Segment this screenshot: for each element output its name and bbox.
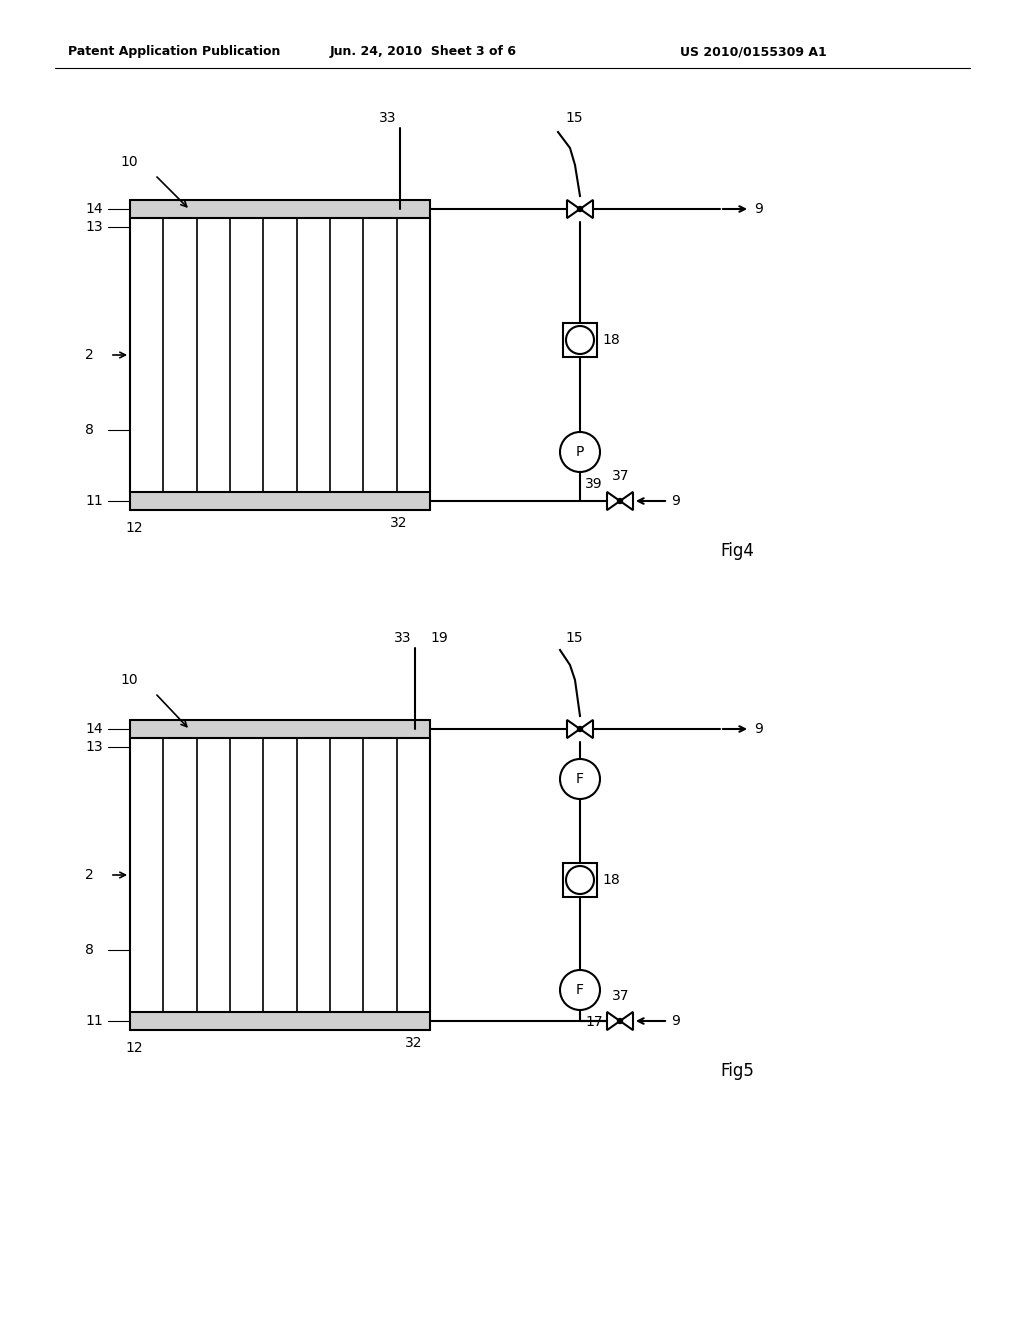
Text: 37: 37 <box>612 989 630 1003</box>
Text: 39: 39 <box>585 477 603 491</box>
Text: 33: 33 <box>379 111 396 125</box>
Text: Fig5: Fig5 <box>720 1063 754 1080</box>
Text: 19: 19 <box>430 631 447 645</box>
Text: 32: 32 <box>406 1036 423 1049</box>
Text: 18: 18 <box>602 873 620 887</box>
Bar <box>130 492 430 510</box>
Text: 9: 9 <box>671 1014 680 1028</box>
Circle shape <box>617 499 623 503</box>
Text: Patent Application Publication: Patent Application Publication <box>68 45 281 58</box>
Circle shape <box>578 206 583 211</box>
Text: 17: 17 <box>585 1015 603 1030</box>
Text: 8: 8 <box>85 422 94 437</box>
Polygon shape <box>580 199 593 218</box>
Text: 15: 15 <box>565 631 583 645</box>
Bar <box>563 323 597 356</box>
Text: 8: 8 <box>85 942 94 957</box>
Text: 9: 9 <box>754 202 763 216</box>
Polygon shape <box>620 492 633 510</box>
Text: 10: 10 <box>120 673 137 686</box>
Polygon shape <box>607 492 620 510</box>
Text: Fig4: Fig4 <box>720 543 754 560</box>
Bar <box>563 863 597 898</box>
Text: Jun. 24, 2010  Sheet 3 of 6: Jun. 24, 2010 Sheet 3 of 6 <box>330 45 517 58</box>
Text: 15: 15 <box>565 111 583 125</box>
Polygon shape <box>620 1012 633 1030</box>
Polygon shape <box>567 199 580 218</box>
Text: F: F <box>575 983 584 997</box>
Text: 9: 9 <box>754 722 763 737</box>
Text: 11: 11 <box>85 1014 102 1028</box>
Text: 14: 14 <box>85 202 102 216</box>
Polygon shape <box>580 719 593 738</box>
Text: 2: 2 <box>85 348 94 362</box>
Text: 11: 11 <box>85 494 102 508</box>
Bar <box>130 201 430 218</box>
Polygon shape <box>607 1012 620 1030</box>
Text: 37: 37 <box>612 469 630 483</box>
Text: 32: 32 <box>390 516 408 531</box>
Bar <box>130 1012 430 1030</box>
Text: 12: 12 <box>125 1041 142 1055</box>
Text: 10: 10 <box>120 154 137 169</box>
Text: 12: 12 <box>125 521 142 535</box>
Bar <box>130 719 430 738</box>
Text: 33: 33 <box>394 631 412 645</box>
Text: F: F <box>575 772 584 785</box>
Text: 18: 18 <box>602 333 620 347</box>
Text: 9: 9 <box>671 494 680 508</box>
Text: 13: 13 <box>85 741 102 754</box>
Circle shape <box>578 726 583 731</box>
Text: US 2010/0155309 A1: US 2010/0155309 A1 <box>680 45 826 58</box>
Text: 14: 14 <box>85 722 102 737</box>
Polygon shape <box>567 719 580 738</box>
Text: 2: 2 <box>85 869 94 882</box>
Circle shape <box>617 1019 623 1023</box>
Text: P: P <box>575 445 584 459</box>
Text: 13: 13 <box>85 220 102 234</box>
